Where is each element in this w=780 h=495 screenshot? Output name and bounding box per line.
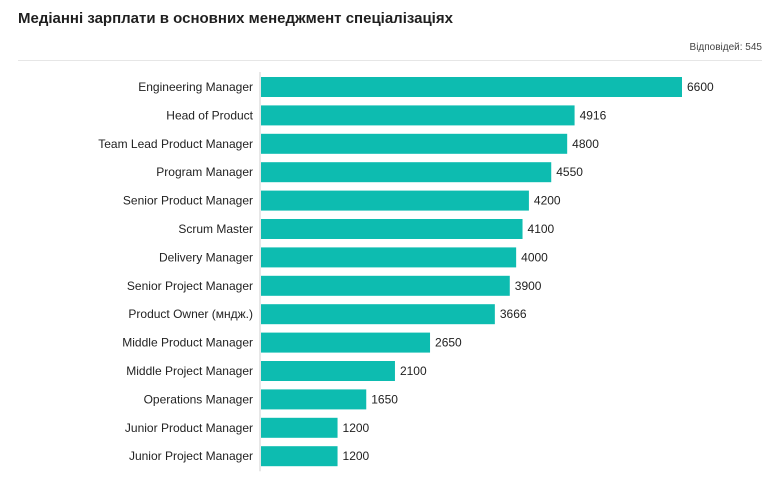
category-label: Junior Project Manager — [129, 449, 253, 463]
bar — [261, 304, 495, 325]
value-label: 3900 — [515, 279, 542, 293]
value-label: 4550 — [556, 165, 583, 179]
value-label: 4100 — [528, 222, 555, 236]
responses-count: Відповідей: 545 — [689, 42, 762, 53]
bar — [261, 275, 510, 296]
value-label: 4800 — [572, 137, 599, 151]
bar — [261, 417, 338, 438]
category-label: Senior Product Manager — [123, 194, 253, 208]
bar — [261, 332, 431, 353]
bar — [261, 105, 575, 126]
category-label: Product Owner (мндж.) — [128, 307, 253, 321]
bar — [261, 247, 517, 268]
value-label: 1200 — [343, 421, 370, 435]
bar — [261, 389, 367, 410]
value-label: 2650 — [435, 336, 462, 350]
category-label: Middle Project Manager — [126, 364, 253, 378]
category-label: Middle Product Manager — [122, 336, 253, 350]
value-label: 6600 — [687, 80, 714, 94]
value-label: 4000 — [521, 250, 548, 264]
bar — [261, 162, 552, 183]
value-label: 1650 — [371, 392, 398, 406]
value-label: 3666 — [500, 307, 527, 321]
category-label: Operations Manager — [144, 392, 253, 406]
category-label: Head of Product — [166, 108, 253, 122]
value-label: 1200 — [343, 449, 370, 463]
bar — [261, 77, 682, 97]
category-label: Program Manager — [156, 165, 253, 179]
category-label: Engineering Manager — [138, 80, 253, 94]
category-label: Scrum Master — [178, 222, 253, 236]
bar — [261, 361, 395, 381]
bar — [261, 190, 529, 211]
bar — [261, 133, 568, 154]
chart-title: Медіанні зарплати в основних менеджмент … — [18, 10, 453, 27]
category-label: Team Lead Product Manager — [98, 137, 253, 151]
value-label: 2100 — [400, 364, 427, 378]
category-label: Delivery Manager — [159, 250, 253, 264]
bar — [261, 219, 523, 239]
value-label: 4200 — [534, 194, 561, 208]
category-label: Junior Product Manager — [125, 421, 253, 435]
bar — [261, 446, 338, 467]
category-label: Senior Project Manager — [127, 279, 253, 293]
value-label: 4916 — [580, 108, 607, 122]
header-divider — [18, 60, 762, 61]
